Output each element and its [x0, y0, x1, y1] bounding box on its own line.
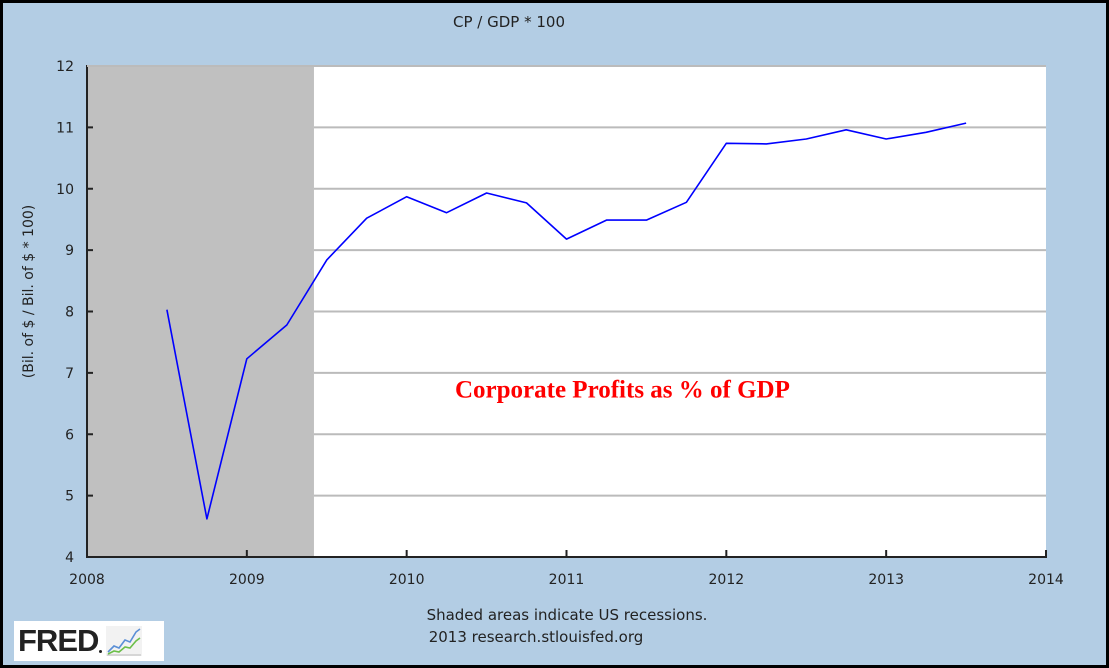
y-tick-label: 11	[56, 120, 74, 136]
series-layer	[166, 122, 967, 520]
y-tick-label: 7	[65, 366, 74, 382]
x-tick-label: 2011	[549, 572, 585, 588]
chart-trend-icon	[106, 626, 143, 656]
chart-title: CP / GDP * 100	[453, 13, 565, 31]
x-tick-label: 2013	[868, 572, 904, 588]
y-tick-label: 8	[65, 305, 74, 321]
y-tick-label: 9	[65, 243, 74, 259]
y-tick-label: 4	[65, 550, 74, 566]
y-tick-label: 10	[56, 182, 74, 198]
fred-logo-text: FRED	[18, 623, 99, 658]
series-line	[166, 122, 967, 520]
recession-shading-layer	[87, 66, 314, 557]
x-tick-label: 2008	[69, 572, 105, 588]
x-tick-label: 2010	[389, 572, 425, 588]
y-tick-label: 6	[65, 427, 74, 443]
y-tick-label: 5	[65, 489, 74, 505]
recession-shade	[87, 66, 314, 557]
x-tick-label: 2014	[1028, 572, 1064, 588]
y-tick-label: 12	[56, 59, 74, 75]
recession-note: Shaded areas indicate US recessions.	[427, 606, 708, 624]
x-tick-label: 2009	[229, 572, 265, 588]
axes: 4 5 6 7 8 9 10 11 12 2008 2009 2010 2011 2012 2013 2014	[56, 59, 1064, 588]
x-tick-label: 2012	[709, 572, 745, 588]
fred-logo[interactable]: FRED	[14, 621, 164, 661]
source-note: 2013 research.stlouisfed.org	[429, 628, 644, 646]
y-axis-label: (Bil. of $ / Bil. of $ * 100)	[21, 205, 37, 378]
chart-annotation: Corporate Profits as % of GDP	[455, 376, 790, 403]
fred-logo-dot	[99, 649, 103, 653]
chart-canvas: CP / GDP * 100 4 5 6 7 8 9 10 11 12 2008 2009 2010 2…	[21, 13, 1064, 646]
